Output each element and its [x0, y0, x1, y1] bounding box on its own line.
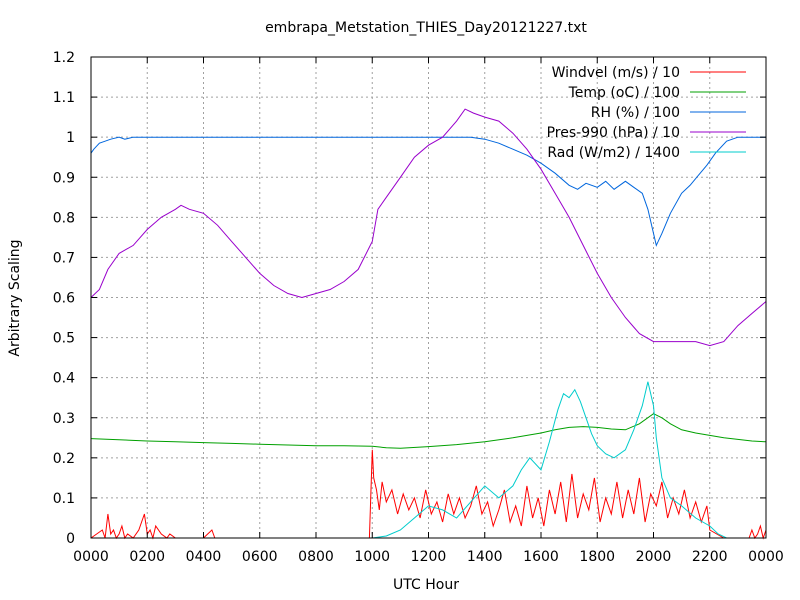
y-tick-label: 0.5 [53, 331, 75, 347]
y-tick-label: 0.2 [53, 451, 75, 467]
y-tick-label: 0.3 [53, 411, 75, 427]
y-tick-label: 0.7 [53, 250, 75, 266]
x-tick-label: 0800 [298, 549, 334, 565]
x-tick-label: 1800 [579, 549, 615, 565]
x-tick-label: 1400 [467, 549, 503, 565]
y-tick-label: 1.1 [53, 90, 75, 106]
y-tick-label: 0.6 [53, 291, 75, 307]
x-tick-label: 1200 [411, 549, 447, 565]
y-tick-label: 1 [66, 130, 75, 146]
y-tick-label: 0.4 [53, 371, 75, 387]
y-tick-label: 1.2 [53, 50, 75, 66]
y-tick-label: 0 [66, 531, 75, 547]
chart-title: embrapa_Metstation_THIES_Day20121227.txt [265, 20, 587, 36]
x-tick-label: 0400 [186, 549, 222, 565]
series-lines [90, 108, 767, 540]
series-line-4 [90, 108, 767, 347]
y-tick-label: 0.8 [53, 210, 75, 226]
x-tick-label: 1600 [523, 549, 559, 565]
y-tick-label: 0.9 [53, 170, 75, 186]
series-line-1 [90, 449, 767, 540]
x-tick-label: 0200 [129, 549, 165, 565]
legend-label: Pres-990 (hPa) / 10 [547, 125, 680, 141]
x-tick-label: 2000 [636, 549, 672, 565]
legend: Windvel (m/s) / 10 Temp (oC) / 100 RH (%) … [547, 65, 746, 161]
legend-label: RH (%) / 100 [591, 105, 680, 121]
y-axis-ticks: 0 0.1 0.2 0.3 0.4 0.5 0.6 0.7 0.8 0.9 1 1.1 1.2 [53, 50, 766, 547]
legend-label: Rad (W/m2) / 1400 [547, 145, 680, 161]
x-tick-label: 0000 [73, 549, 109, 565]
series-line-5 [91, 381, 766, 539]
legend-label: Temp (oC) / 100 [568, 85, 680, 101]
x-tick-label: 0000 [748, 549, 784, 565]
x-tick-label: 2200 [692, 549, 728, 565]
series-line-2 [90, 413, 767, 449]
x-axis-ticks: 0000 0200 0400 0600 0800 1000 1200 1400 1600 1800… [73, 57, 784, 565]
x-tick-label: 0600 [242, 549, 278, 565]
x-tick-label: 1000 [354, 549, 390, 565]
y-tick-label: 0.1 [53, 491, 75, 507]
x-axis-label: UTC Hour [393, 577, 459, 593]
y-axis-label: Arbitrary Scaling [7, 239, 23, 356]
legend-label: Windvel (m/s) / 10 [552, 65, 680, 81]
